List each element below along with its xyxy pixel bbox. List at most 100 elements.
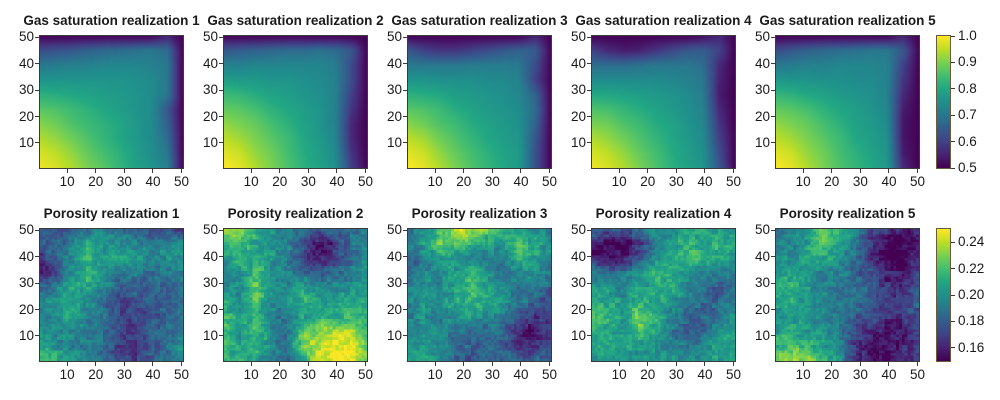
- y-tick-label: 10: [386, 327, 402, 343]
- panel-title: Gas saturation realization 1: [23, 13, 200, 28]
- x-tick-mark: [802, 169, 804, 173]
- colorbar-tick-mark: [951, 241, 955, 243]
- y-tick-mark: [771, 309, 775, 311]
- x-tick-mark: [859, 362, 861, 366]
- panel-title: Gas saturation realization 2: [207, 13, 384, 28]
- colorbar-tick-label: 0.22: [958, 260, 985, 276]
- y-tick-mark: [35, 335, 39, 337]
- x-tick-label: 40: [881, 367, 897, 382]
- colorbar-tick-mark: [951, 294, 955, 296]
- y-tick-mark: [35, 282, 39, 284]
- y-tick-label: 20: [386, 108, 402, 124]
- y-tick-mark: [771, 89, 775, 91]
- y-tick-label: 20: [202, 108, 218, 124]
- x-tick-mark: [336, 362, 338, 366]
- y-tick-label: 50: [18, 222, 34, 238]
- y-tick-label: 30: [754, 82, 770, 98]
- y-tick-label: 30: [202, 82, 218, 98]
- x-tick-label: 20: [88, 174, 104, 189]
- y-tick-mark: [403, 309, 407, 311]
- colorbar-tick-mark: [951, 268, 955, 270]
- x-tick-mark: [336, 169, 338, 173]
- y-tick-mark: [219, 36, 223, 38]
- y-tick-label: 10: [570, 134, 586, 150]
- x-tick-label: 40: [329, 367, 345, 382]
- y-tick-mark: [403, 116, 407, 118]
- y-tick-label: 30: [202, 275, 218, 291]
- y-tick-label: 50: [202, 29, 218, 45]
- y-tick-mark: [771, 116, 775, 118]
- y-tick-label: 10: [754, 134, 770, 150]
- x-tick-mark: [152, 362, 154, 366]
- x-tick-label: 10: [243, 367, 259, 382]
- x-tick-mark: [647, 362, 649, 366]
- colorbar-tick-label: 1.0: [958, 28, 977, 43]
- x-tick-mark: [95, 362, 97, 366]
- colorbar-tick-label: 0.5: [958, 160, 977, 175]
- y-tick-mark: [219, 63, 223, 65]
- y-tick-mark: [587, 36, 591, 38]
- y-tick-label: 10: [754, 327, 770, 343]
- y-tick-mark: [35, 36, 39, 38]
- x-tick-mark: [66, 169, 68, 173]
- y-tick-mark: [219, 256, 223, 258]
- y-tick-label: 10: [202, 134, 218, 150]
- y-tick-label: 50: [754, 29, 770, 45]
- y-tick-mark: [403, 63, 407, 65]
- heatmap-cells: [408, 229, 551, 361]
- x-tick-mark: [365, 169, 367, 173]
- y-tick-mark: [219, 335, 223, 337]
- colorbar-tick-mark: [951, 347, 955, 349]
- y-tick-mark: [35, 63, 39, 65]
- y-tick-label: 20: [570, 301, 586, 317]
- x-tick-mark: [434, 362, 436, 366]
- x-tick-label: 10: [611, 174, 627, 189]
- x-tick-mark: [647, 169, 649, 173]
- y-tick-mark: [587, 89, 591, 91]
- y-tick-label: 20: [754, 108, 770, 124]
- x-tick-mark: [704, 362, 706, 366]
- x-tick-label: 20: [272, 174, 288, 189]
- x-tick-mark: [123, 362, 125, 366]
- x-tick-mark: [365, 362, 367, 366]
- x-tick-label: 40: [697, 174, 713, 189]
- y-tick-label: 20: [754, 301, 770, 317]
- colorbar-tick-label: 0.18: [958, 313, 985, 329]
- colorbar-tick-mark: [951, 61, 955, 63]
- y-tick-mark: [219, 282, 223, 284]
- x-tick-mark: [831, 169, 833, 173]
- y-tick-label: 40: [202, 248, 218, 264]
- x-tick-mark: [549, 169, 551, 173]
- x-tick-label: 40: [697, 367, 713, 382]
- x-tick-mark: [95, 169, 97, 173]
- x-tick-mark: [181, 362, 183, 366]
- y-tick-mark: [771, 63, 775, 65]
- y-tick-label: 20: [386, 301, 402, 317]
- x-tick-label: 30: [300, 367, 316, 382]
- y-tick-label: 10: [202, 327, 218, 343]
- x-tick-mark: [520, 169, 522, 173]
- y-tick-label: 40: [386, 248, 402, 264]
- colorbar-tick-label: 0.9: [958, 54, 977, 70]
- x-tick-mark: [250, 362, 252, 366]
- x-tick-label: 10: [59, 174, 75, 189]
- x-tick-label: 50: [910, 174, 926, 189]
- y-tick-mark: [219, 229, 223, 231]
- y-tick-label: 30: [754, 275, 770, 291]
- x-tick-mark: [307, 169, 309, 173]
- x-tick-label: 10: [795, 367, 811, 382]
- colorbar-tick-mark: [951, 114, 955, 116]
- y-tick-label: 30: [570, 82, 586, 98]
- y-tick-mark: [587, 229, 591, 231]
- y-tick-label: 10: [18, 134, 34, 150]
- y-tick-label: 20: [202, 301, 218, 317]
- x-tick-label: 30: [484, 367, 500, 382]
- y-tick-mark: [35, 309, 39, 311]
- y-tick-label: 10: [18, 327, 34, 343]
- x-tick-label: 40: [329, 174, 345, 189]
- x-tick-label: 50: [726, 174, 742, 189]
- x-tick-label: 10: [243, 174, 259, 189]
- x-tick-mark: [491, 169, 493, 173]
- y-tick-label: 50: [202, 222, 218, 238]
- x-tick-label: 40: [513, 174, 529, 189]
